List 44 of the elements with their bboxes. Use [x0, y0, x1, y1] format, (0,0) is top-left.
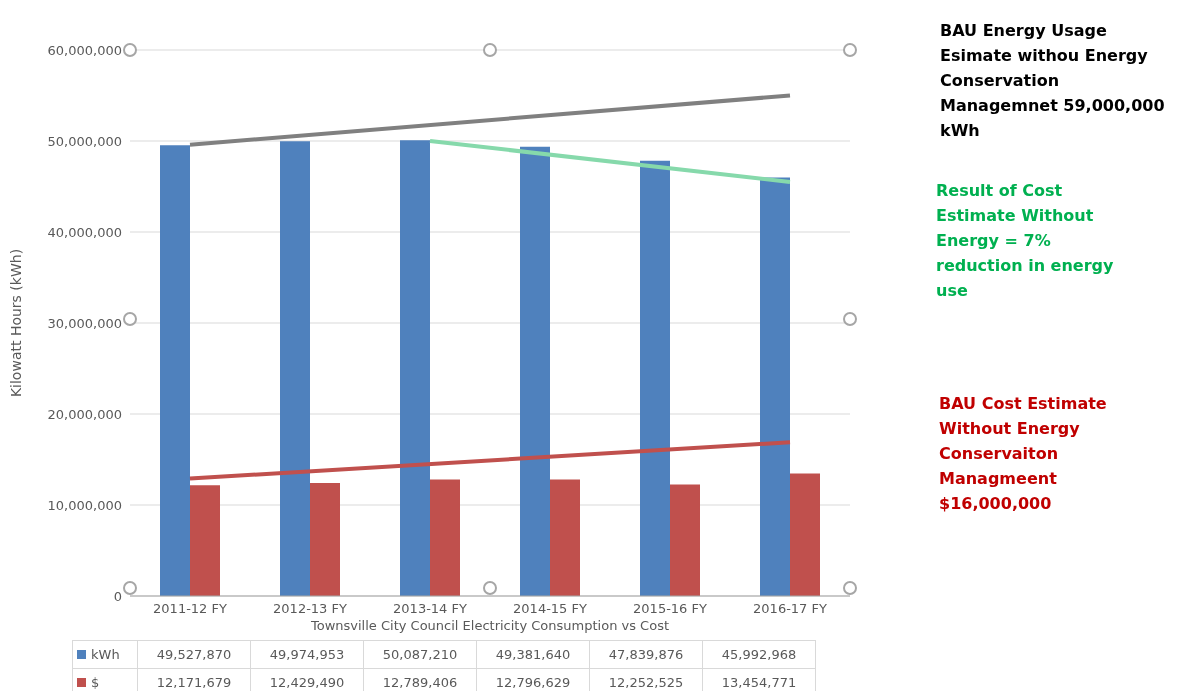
y-tick-label: 0 [113, 588, 122, 604]
text: BAU Energy Usage Esimate withou Energy Conservation Managemnet 59,000,000 kWh [940, 20, 1166, 142]
data-label: 50,087,210 [363, 640, 477, 669]
y-tick-label: 40,000,000 [47, 224, 122, 240]
data-label: 13,454,771 [702, 668, 816, 691]
bar [400, 140, 430, 596]
bar [160, 145, 190, 596]
y-tick-label: 20,000,000 [47, 406, 122, 422]
bar [550, 479, 580, 596]
data-label: 12,796,629 [476, 668, 590, 691]
x-axis-title: Townsville City Council Electricity Consumption vs Cost [309, 618, 671, 633]
x-tick-label: 2012-13 FY [273, 601, 347, 617]
x-tick-label: 2011-12 FY [153, 601, 227, 617]
bar [430, 479, 460, 596]
x-tick-label: 2016-17 FY [753, 601, 827, 617]
data-label: 12,252,525 [589, 668, 703, 691]
data-label: 12,171,679 [137, 668, 251, 691]
x-tick-label: 2013-14 FY [393, 601, 467, 617]
x-tick-label: 2015-16 FY [633, 601, 707, 617]
bar [520, 146, 550, 596]
data-label: 12,789,406 [363, 668, 477, 691]
bar [310, 482, 340, 596]
y-tick-label: 60,000,000 [47, 42, 122, 58]
data-label: 49,974,953 [250, 640, 364, 669]
bar [190, 485, 220, 596]
data-label: 49,381,640 [476, 640, 590, 669]
text: BAU Cost Estimate Without Energy Conservaiton Managmeent $16,000,000 [939, 393, 1108, 515]
y-tick-label: 10,000,000 [47, 497, 122, 513]
y-tick-label: 50,000,000 [47, 133, 122, 149]
bar [760, 177, 790, 596]
bar [280, 141, 310, 596]
data-label: 49,527,870 [137, 640, 251, 669]
data-label: 12,429,490 [250, 668, 364, 691]
y-axis-title: Kilowatt Hours (kWh) [7, 248, 24, 398]
text: Result of Cost Estimate Without Energy = 7% reduction in energy use [936, 180, 1115, 302]
bar [670, 484, 700, 596]
data-label: 47,839,876 [589, 640, 703, 669]
legend-label: kWh [72, 640, 138, 669]
x-tick-label: 2014-15 FY [513, 601, 587, 617]
legend-label: $ [72, 668, 138, 691]
data-label: 45,992,968 [702, 640, 816, 669]
bar [790, 473, 820, 596]
bar [640, 160, 670, 596]
y-tick-label: 30,000,000 [47, 315, 122, 331]
